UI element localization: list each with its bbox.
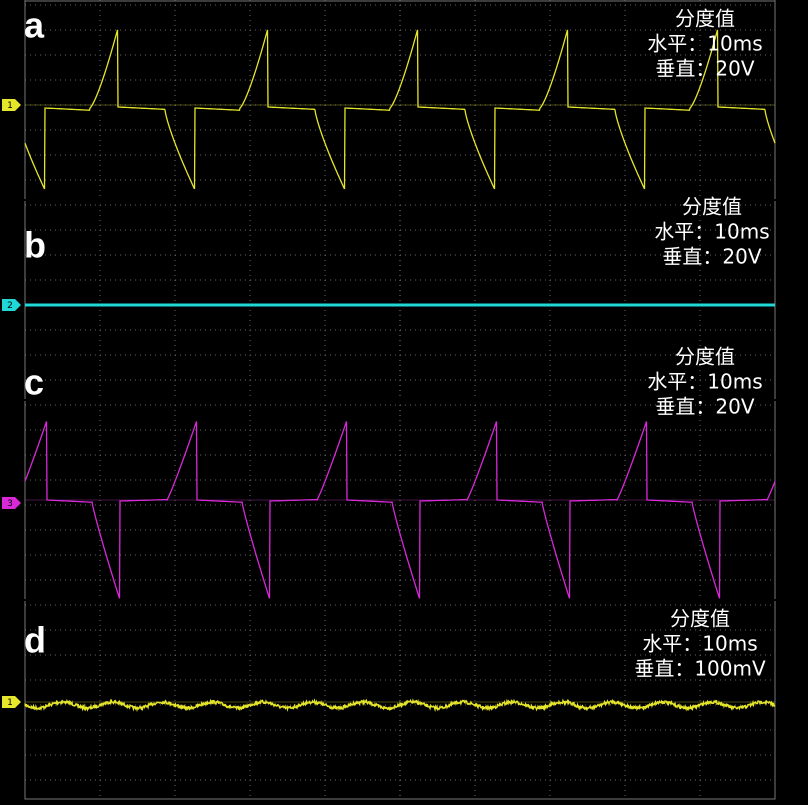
- scale-annotation: 分度值: [682, 195, 742, 219]
- scale-annotation: 水平：10ms: [647, 370, 762, 394]
- channel-marker: [2, 497, 21, 509]
- channel-marker: [2, 99, 21, 111]
- scale-annotation: 水平：10ms: [647, 32, 762, 56]
- waveform: [24, 698, 776, 713]
- panel-label: c: [24, 362, 44, 403]
- scale-annotation: 垂直：20V: [662, 245, 761, 269]
- scale-annotation: 垂直：20V: [655, 57, 754, 81]
- channel-number: 1: [7, 698, 13, 708]
- panel-label: a: [24, 5, 45, 46]
- scale-annotation: 水平：10ms: [642, 632, 757, 656]
- scale-annotation: 分度值: [670, 607, 730, 631]
- scale-annotation: 垂直：100mV: [634, 657, 766, 681]
- channel-marker: [2, 299, 21, 311]
- scale-annotation: 垂直：20V: [655, 395, 754, 419]
- scale-annotation: 分度值: [675, 7, 735, 31]
- channel-number: 2: [7, 301, 13, 311]
- scale-annotation: 水平：10ms: [654, 220, 769, 244]
- panel-label: b: [24, 225, 46, 266]
- waveform: [24, 29, 776, 190]
- panel-label: d: [24, 620, 46, 661]
- scale-annotation: 分度值: [675, 345, 735, 369]
- channel-number: 3: [7, 499, 13, 509]
- channel-marker: [2, 696, 21, 708]
- channel-number: 1: [7, 101, 13, 111]
